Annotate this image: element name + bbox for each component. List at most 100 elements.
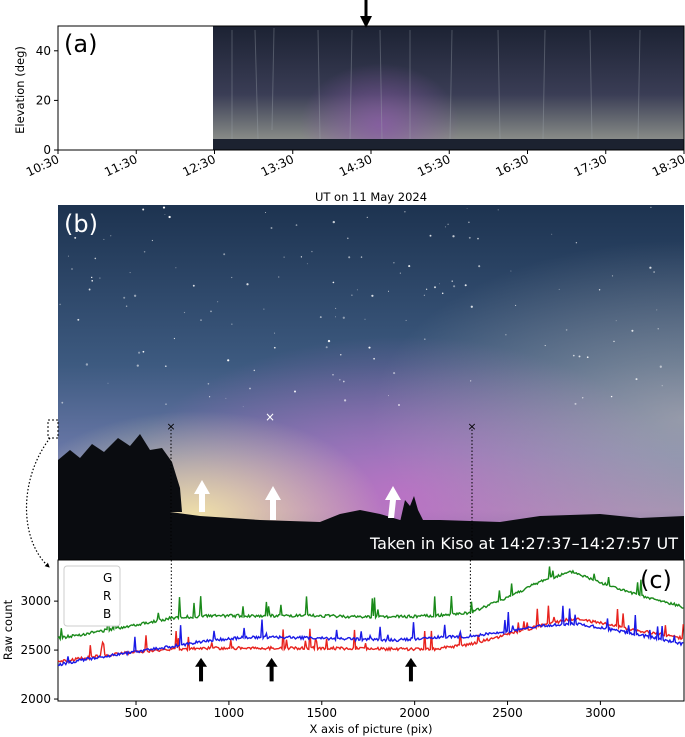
star	[200, 319, 202, 321]
star	[470, 305, 473, 308]
star	[88, 288, 91, 291]
panel-a-streaks	[231, 27, 641, 141]
star	[425, 288, 428, 290]
star	[136, 364, 139, 367]
star	[433, 286, 437, 289]
panel-b-white-arrows	[194, 480, 401, 520]
star	[615, 320, 617, 322]
star	[441, 292, 444, 295]
star	[164, 365, 167, 368]
panel-c-arrows	[195, 657, 417, 682]
star	[110, 235, 112, 237]
star	[125, 305, 128, 308]
star	[300, 256, 303, 258]
panel-c-xtick-label: 2000	[399, 706, 430, 720]
panel-a-xtick-label: 11:30	[102, 152, 139, 179]
star	[242, 406, 244, 408]
series-line-r	[57, 605, 684, 663]
panel-c-arrow	[195, 657, 208, 682]
white-arrow-2	[265, 486, 281, 520]
panel-c-ytick-label: 2000	[20, 692, 51, 706]
star	[99, 277, 101, 279]
star	[343, 399, 347, 402]
star	[368, 346, 371, 349]
star	[551, 233, 553, 235]
star	[466, 208, 468, 209]
star	[447, 223, 449, 226]
panel-c-dotted-lines	[170, 560, 471, 637]
star	[505, 334, 507, 336]
star	[405, 319, 407, 321]
star	[613, 340, 615, 343]
star	[249, 387, 251, 390]
star	[468, 236, 471, 239]
star	[207, 383, 210, 385]
panel-b-curved-arrow	[26, 437, 51, 568]
panel-c-series	[57, 566, 684, 667]
panel-b-caption: Taken in Kiso at 14:27:37–14:27:57 UT	[369, 534, 678, 553]
panel-c-xtick-label: 1000	[214, 706, 245, 720]
panel-a-xtick-label: 18:30	[650, 152, 685, 179]
panel-b-cross-white: ×	[265, 410, 275, 424]
star	[231, 276, 233, 279]
panel-b-stars	[59, 206, 663, 408]
panel-a-xtick-label: 16:30	[493, 152, 530, 179]
star	[510, 270, 512, 272]
star	[223, 253, 226, 256]
star	[424, 338, 426, 340]
star	[470, 380, 472, 382]
star	[558, 288, 560, 290]
star	[371, 294, 374, 297]
star	[360, 256, 363, 258]
star	[94, 257, 97, 260]
white-arrow-3	[385, 486, 401, 518]
star	[581, 397, 584, 399]
series-line-b	[57, 605, 684, 667]
star	[335, 316, 337, 318]
star	[423, 294, 425, 296]
star	[129, 272, 131, 274]
star	[246, 283, 249, 286]
star	[175, 267, 177, 269]
legend-entry-b: B	[103, 607, 111, 621]
star	[231, 323, 233, 325]
star	[393, 372, 396, 375]
star	[351, 294, 353, 296]
star	[347, 237, 349, 240]
star	[575, 242, 578, 244]
star	[71, 268, 73, 270]
star	[478, 265, 481, 268]
star	[340, 354, 342, 356]
panel-b-right-tree	[400, 496, 424, 522]
panel-c-ylabel: Raw count	[1, 599, 15, 660]
star	[348, 256, 351, 259]
legend-entry-g: G	[103, 571, 112, 585]
star	[544, 345, 546, 347]
panel-c-xtick-label: 500	[125, 706, 148, 720]
star	[515, 304, 517, 306]
star	[497, 209, 499, 211]
star	[439, 283, 440, 285]
star	[444, 226, 446, 228]
star	[173, 337, 175, 340]
panel-c-arrow	[404, 657, 417, 682]
star	[142, 350, 145, 353]
star	[142, 208, 145, 211]
panel-c-ytick-label: 3000	[20, 594, 51, 608]
star	[468, 221, 470, 224]
panel-c-xtick-label: 1500	[307, 706, 338, 720]
star	[61, 401, 64, 404]
star	[209, 396, 211, 398]
panel-a-ytick-label: 20	[36, 93, 51, 107]
star	[659, 365, 662, 368]
star	[217, 301, 219, 303]
star	[183, 311, 186, 314]
star	[332, 281, 335, 284]
panel-a-ground-band	[213, 139, 684, 150]
star	[388, 395, 389, 397]
star	[404, 211, 406, 213]
panel-a-xtick-label: 17:30	[572, 152, 609, 179]
star	[274, 332, 276, 334]
panel-a-ytick-label: 0	[43, 143, 51, 157]
star	[162, 206, 166, 209]
